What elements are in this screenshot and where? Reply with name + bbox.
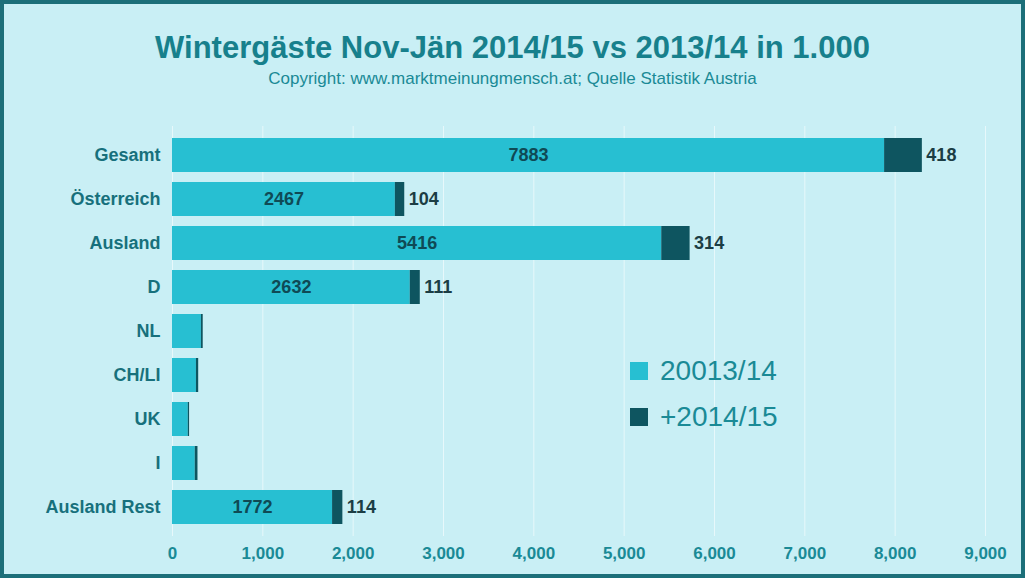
svg-text:CH/LI: CH/LI: [114, 365, 161, 385]
svg-text:104: 104: [409, 189, 439, 209]
svg-text:114: 114: [347, 497, 376, 517]
svg-text:7,000: 7,000: [784, 544, 827, 563]
svg-text:8,000: 8,000: [874, 544, 917, 563]
svg-text:2632: 2632: [271, 277, 311, 297]
svg-text:1772: 1772: [233, 497, 273, 517]
svg-text:418: 418: [926, 145, 956, 165]
html-text:+2014/15: +2014/15: [660, 401, 778, 432]
svg-text:5,000: 5,000: [603, 544, 646, 563]
svg-text:Österreich: Österreich: [70, 189, 160, 209]
svg-text:6,000: 6,000: [693, 544, 736, 563]
svg-text:Ausland Rest: Ausland Rest: [45, 497, 160, 517]
svg-text:UK: UK: [135, 409, 161, 429]
svg-text:D: D: [148, 277, 161, 297]
svg-text:7883: 7883: [509, 145, 549, 165]
svg-text:3,000: 3,000: [422, 544, 465, 563]
svg-text:4,000: 4,000: [513, 544, 556, 563]
svg-text:2467: 2467: [264, 189, 304, 209]
svg-text:Gesamt: Gesamt: [94, 145, 160, 165]
svg-text:NL: NL: [137, 321, 161, 341]
svg-text:Ausland: Ausland: [89, 233, 160, 253]
svg-text:I: I: [155, 453, 160, 473]
svg-text:2,000: 2,000: [332, 544, 375, 563]
html-text:20013/14: 20013/14: [660, 355, 777, 386]
svg-text:1,000: 1,000: [242, 544, 285, 563]
svg-text:0: 0: [168, 544, 177, 563]
svg-text:314: 314: [694, 233, 724, 253]
html-text:Wintergäste Nov-Jän 2014/15 vs: Wintergäste Nov-Jän 2014/15 vs 2013/14 i…: [155, 30, 870, 65]
svg-text:5416: 5416: [397, 233, 437, 253]
svg-text:111: 111: [424, 277, 452, 297]
html-text:Copyright: www.marktmeinungmen: Copyright: www.marktmeinungmensch.at; Qu…: [268, 69, 757, 88]
svg-text:9,000: 9,000: [964, 544, 1007, 563]
